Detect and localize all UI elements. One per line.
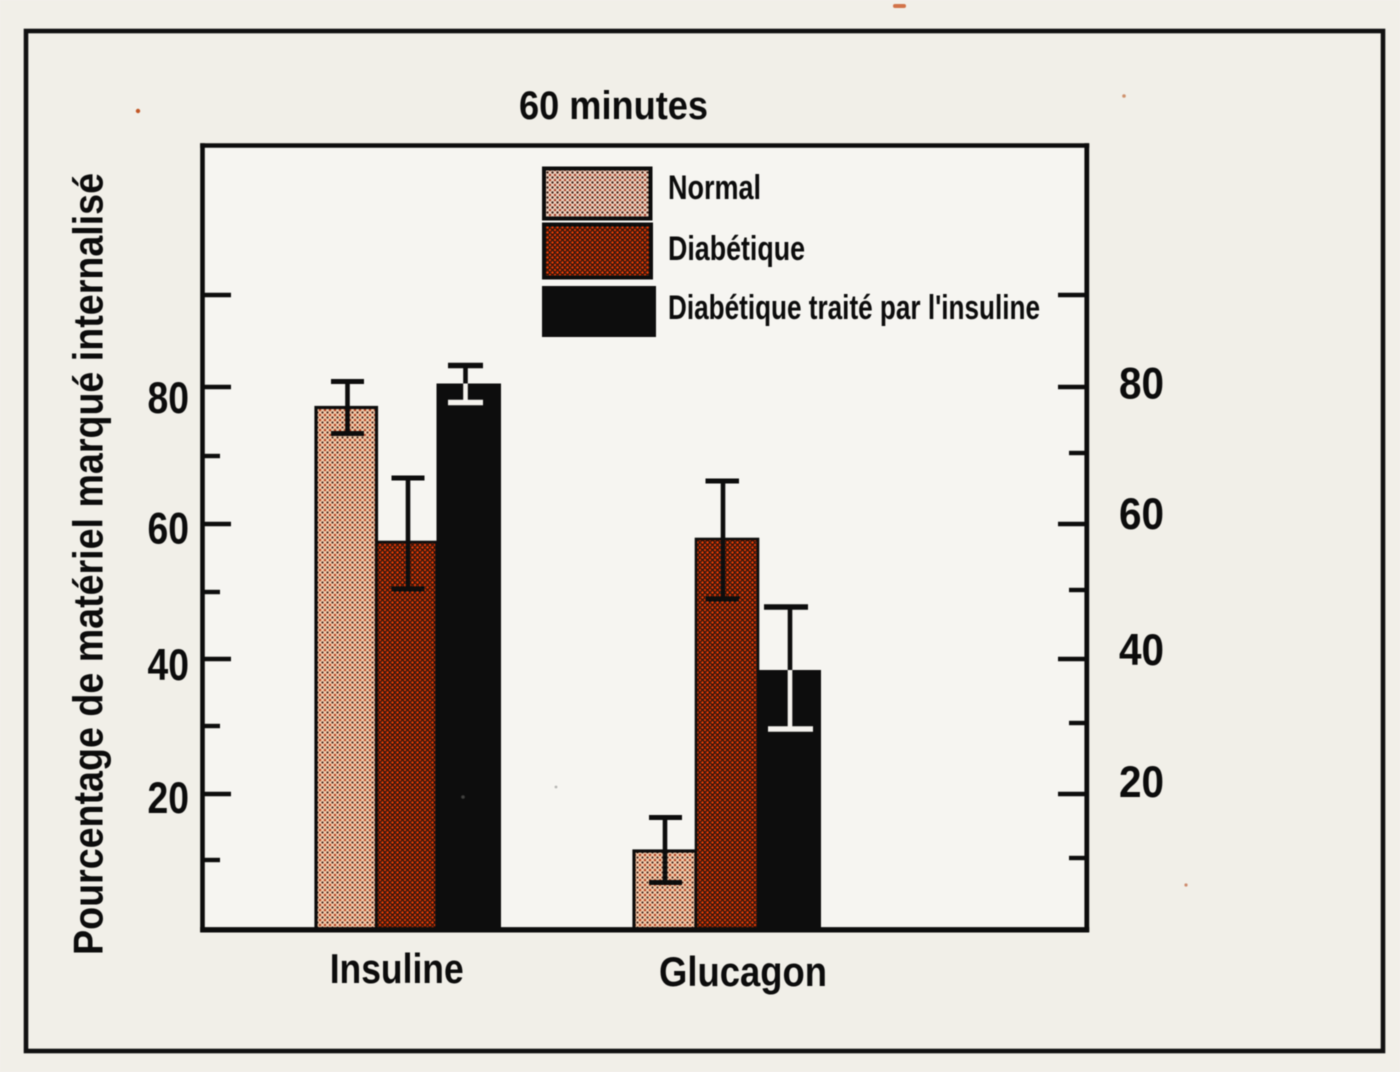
svg-text:60: 60 [1119, 490, 1164, 539]
svg-text:40: 40 [1119, 626, 1164, 675]
svg-text:Insuline: Insuline [330, 945, 464, 992]
svg-text:40: 40 [148, 641, 190, 690]
svg-text:Glucagon: Glucagon [659, 948, 827, 995]
svg-text:80: 80 [1119, 360, 1164, 409]
svg-text:60: 60 [148, 505, 190, 554]
svg-text:20: 20 [1119, 758, 1164, 807]
svg-text:Diabétique: Diabétique [668, 230, 805, 268]
svg-text:60 minutes: 60 minutes [519, 84, 708, 128]
svg-text:20: 20 [148, 774, 190, 823]
svg-text:Normal: Normal [668, 169, 761, 207]
svg-text:Diabétique traité par l'insuli: Diabétique traité par l'insuline [668, 289, 1040, 327]
svg-text:Pourcentage de matériel marqué: Pourcentage de matériel marqué internali… [65, 173, 112, 955]
svg-text:80: 80 [148, 374, 190, 423]
